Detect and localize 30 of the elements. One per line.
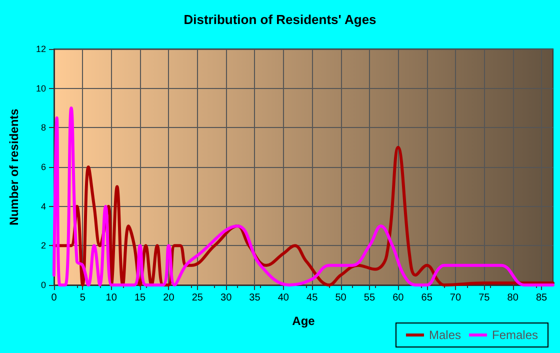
x-tick-label: 60 xyxy=(392,292,404,304)
x-tick-label: 25 xyxy=(192,292,204,304)
x-tick-label: 5 xyxy=(80,292,86,304)
x-tick-label: 85 xyxy=(536,292,548,304)
x-tick-label: 55 xyxy=(364,292,376,304)
y-tick-label: 0 xyxy=(40,280,46,290)
y-tick-label: 4 xyxy=(40,201,46,212)
x-tick-label: 20 xyxy=(163,292,175,304)
x-tick-label: 40 xyxy=(278,292,290,304)
x-tick-label: 0 xyxy=(51,292,58,304)
y-tick-label: 8 xyxy=(40,122,46,133)
y-tick-label: 6 xyxy=(40,162,46,172)
y-tick-label: 2 xyxy=(40,240,46,251)
x-tick-label: 80 xyxy=(507,292,519,304)
x-tick-label: 35 xyxy=(249,292,261,304)
x-tick-label: 75 xyxy=(478,292,490,304)
x-tick-label: 15 xyxy=(134,292,146,304)
legend-label: Females xyxy=(492,328,538,342)
x-tick-label: 65 xyxy=(421,292,433,304)
y-axis-title: Number of residents xyxy=(7,108,21,226)
chart-title: Distribution of Residents' Ages xyxy=(184,12,376,27)
x-tick-label: 70 xyxy=(450,292,462,304)
x-axis-title: Age xyxy=(292,314,316,328)
y-tick-label: 10 xyxy=(36,83,46,94)
x-tick-label: 50 xyxy=(335,292,347,304)
x-tick-label: 45 xyxy=(306,292,318,304)
x-tick-label: 30 xyxy=(220,292,232,304)
x-tick-label: 10 xyxy=(106,292,118,304)
legend-label: Males xyxy=(428,328,461,342)
y-tick-label: 12 xyxy=(36,44,46,54)
